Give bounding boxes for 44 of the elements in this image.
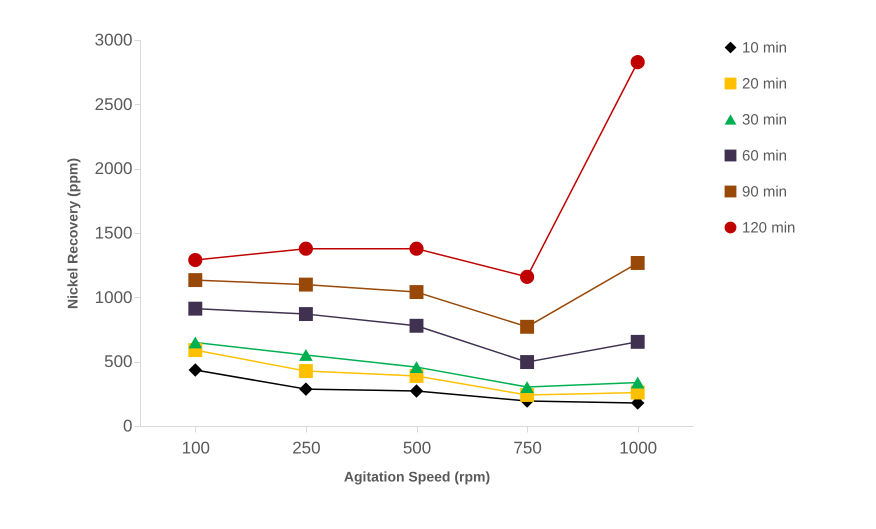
point [520,270,534,284]
y-axis-title: Nickel Recovery (ppm) [64,158,81,309]
point [298,278,313,292]
point [410,318,424,333]
point [630,334,645,349]
point [520,355,534,370]
point [188,363,202,377]
point [410,285,424,300]
point [299,382,313,396]
y-tick-label: 500 [104,352,132,372]
y-tick-label: 1500 [94,224,132,242]
y-tick-label: 2500 [94,94,132,114]
point [188,252,202,268]
y-tick-label: 0 [123,416,132,436]
point [520,381,534,393]
point [630,55,645,70]
point [630,376,645,388]
legend-label: 10 min [742,40,788,56]
legend-label: 60 min [742,148,788,164]
x-tick-label: 500 [402,438,432,458]
x-tick-label: 250 [292,438,321,458]
point [409,242,424,256]
x-axis-title: Agitation Speed (rpm) [344,468,490,484]
point [298,307,313,322]
point [188,336,202,348]
point [410,384,424,398]
point [188,302,202,316]
legend-label: 90 min [742,184,788,200]
legend-label: 20 min [742,76,788,92]
point [298,242,313,256]
y-tick-label: 1000 [94,288,132,307]
point [298,364,313,378]
point [520,320,534,334]
legend-label: 120 min [742,220,796,236]
y-tick-label: 2000 [94,159,132,178]
point [188,273,202,288]
x-tick-label: 1000 [619,438,658,458]
point [410,361,424,374]
legend-label: 30 min [742,112,788,128]
x-tick-label: 100 [182,438,210,458]
y-tick-label: 3000 [94,30,132,50]
point [630,256,645,270]
point [299,349,313,361]
x-tick-label: 750 [513,438,542,458]
